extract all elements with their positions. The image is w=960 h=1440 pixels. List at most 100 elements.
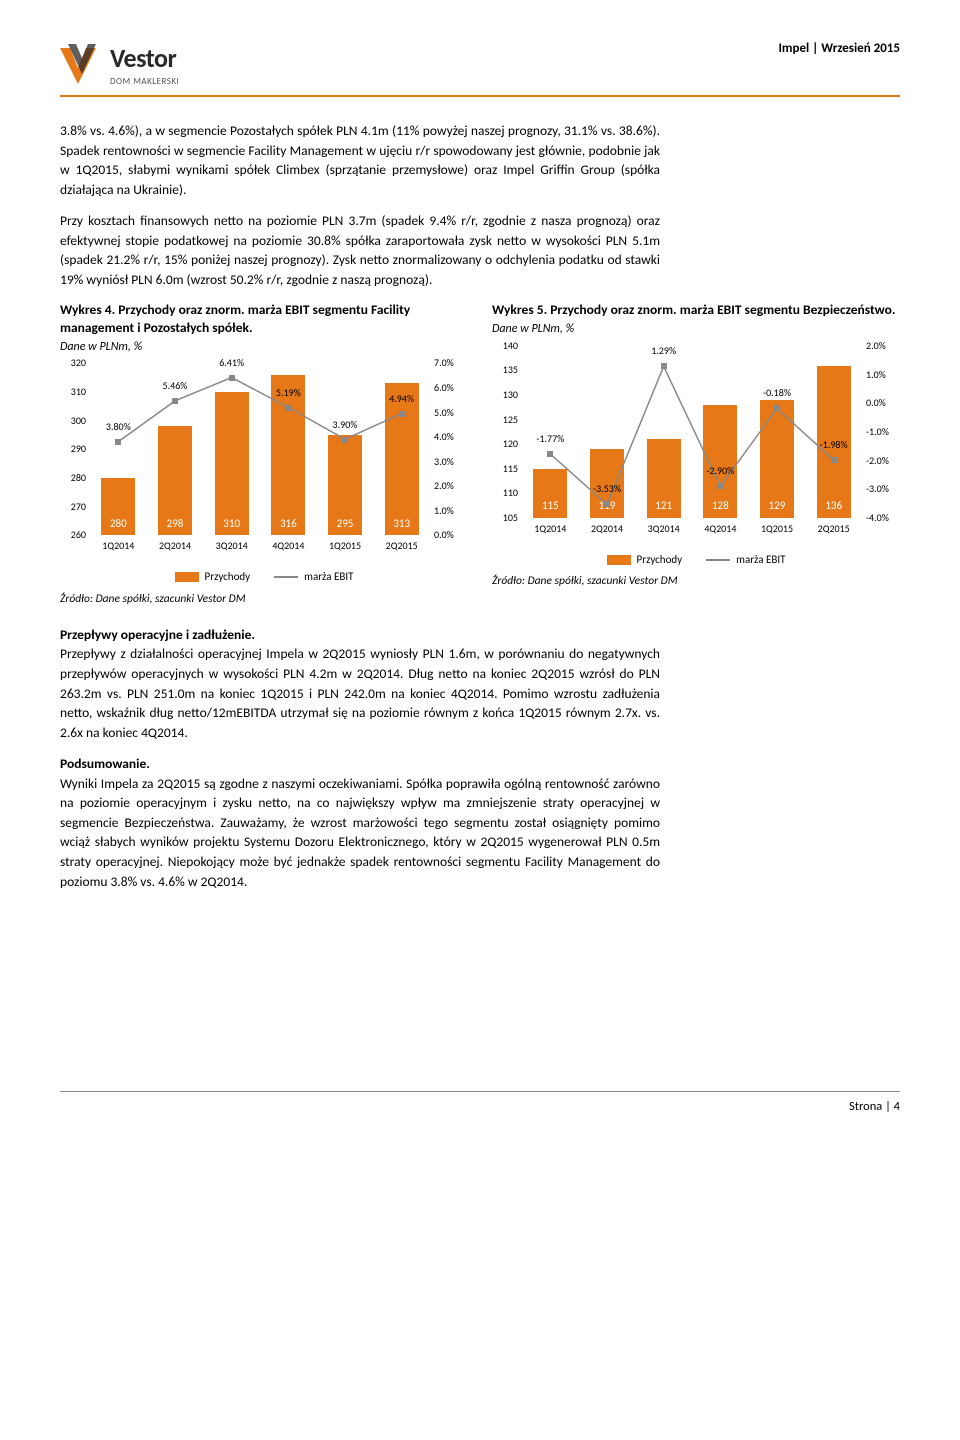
chart5-legend-line: marża EBIT (706, 552, 785, 567)
bar-wrap: 128 (692, 346, 749, 518)
page-footer: Strona | 4 (60, 1091, 900, 1116)
line-point (115, 439, 121, 445)
y2-tick: 4.0% (434, 430, 454, 444)
chart-4: Wykres 4. Przychody oraz znorm. marża EB… (60, 301, 468, 606)
y1-tick: 110 (503, 486, 518, 500)
y1-tick: 280 (71, 471, 86, 485)
bar-value: 280 (110, 516, 127, 531)
chart4-legend-bar: Przychody (175, 569, 251, 584)
chart5-y-left: 105110115120125130135140 (492, 346, 522, 518)
y1-tick: 135 (503, 363, 518, 377)
y1-tick: 105 (503, 511, 518, 525)
x-tick: 1Q2014 (522, 522, 579, 542)
line-point (172, 398, 178, 404)
bar: 115 (533, 469, 567, 518)
bar-wrap: 280 (90, 363, 147, 535)
x-tick: 3Q2014 (203, 539, 260, 559)
legend-line-swatch (274, 576, 298, 578)
chart4-legend-bar-label: Przychody (205, 569, 251, 584)
line-point (547, 451, 553, 457)
y1-tick: 320 (71, 356, 86, 370)
chart4-legend: Przychody marża EBIT (60, 569, 468, 584)
chart5-legend-bar-label: Przychody (637, 552, 683, 567)
line-label: -1.77% (536, 432, 564, 446)
page-number: Strona | 4 (849, 1098, 900, 1116)
line-label: 3.80% (106, 420, 131, 434)
x-tick: 1Q2014 (90, 539, 147, 559)
chart5-title: Wykres 5. Przychody oraz znorm. marża EB… (492, 301, 900, 319)
body-paragraphs-2: Przepływy operacyjne i zadłużenie.Przepł… (60, 625, 660, 891)
bar-value: 115 (542, 498, 559, 513)
legend-line-swatch (706, 559, 730, 561)
line-label: 1.29% (651, 344, 676, 358)
chart5-y-right: -4.0%-3.0%-2.0%-1.0%0.0%1.0%2.0% (862, 346, 900, 518)
x-tick: 3Q2014 (635, 522, 692, 542)
charts-row: Wykres 4. Przychody oraz znorm. marża EB… (60, 301, 900, 606)
legend-bar-swatch (175, 572, 199, 582)
line-point (399, 411, 405, 417)
para-1: 3.8% vs. 4.6%), a w segmencie Pozostałyc… (60, 121, 660, 199)
bar-wrap: 295 (317, 363, 374, 535)
x-tick: 2Q2015 (373, 539, 430, 559)
line-label: -2.90% (706, 464, 734, 478)
y1-tick: 260 (71, 528, 86, 542)
bar: 280 (101, 478, 135, 535)
y2-tick: 3.0% (434, 455, 454, 469)
chart4-legend-line: marża EBIT (274, 569, 353, 584)
line-label: -1.98% (820, 438, 848, 452)
bar-wrap: 136 (805, 346, 862, 518)
chart4-y-right: 0.0%1.0%2.0%3.0%4.0%5.0%6.0%7.0% (430, 363, 468, 535)
line-label: -0.18% (763, 386, 791, 400)
y1-tick: 310 (71, 385, 86, 399)
x-tick: 1Q2015 (749, 522, 806, 542)
x-tick: 2Q2014 (579, 522, 636, 542)
vestor-logo-text: Vestor DOM MAKLERSKI (110, 40, 179, 89)
bar-wrap: 310 (203, 363, 260, 535)
bar-value: 136 (825, 498, 842, 513)
line-point (717, 483, 723, 489)
chart4-y-left: 260270280290300310320 (60, 363, 90, 535)
y1-tick: 290 (71, 442, 86, 456)
y1-tick: 300 (71, 414, 86, 428)
para-2: Przy kosztach finansowych netto na pozio… (60, 211, 660, 289)
y2-tick: -4.0% (866, 511, 889, 525)
x-tick: 1Q2015 (317, 539, 374, 559)
para-3: Przepływy operacyjne i zadłużenie.Przepł… (60, 625, 660, 742)
bar-wrap: 313 (373, 363, 430, 535)
chart4-title: Wykres 4. Przychody oraz znorm. marża EB… (60, 301, 468, 336)
line-point (831, 457, 837, 463)
logo-brand: Vestor (110, 40, 179, 76)
chart5-legend-bar: Przychody (607, 552, 683, 567)
bar: 128 (703, 405, 737, 518)
line-label: -3.53% (593, 482, 621, 496)
y1-tick: 270 (71, 500, 86, 514)
vestor-logo: Vestor DOM MAKLERSKI (60, 40, 179, 89)
bar: 129 (760, 400, 794, 518)
header-doc-title: Impel | Wrzesień 2015 (778, 40, 900, 58)
line-point (604, 501, 610, 507)
y2-tick: -2.0% (866, 454, 889, 468)
chart4-source: Źródło: Dane spółki, szacunki Vestor DM (60, 591, 468, 607)
chart4-plot: 280298310316295313 3.80%5.46%6.41%5.19%3… (90, 363, 430, 535)
y1-tick: 140 (503, 339, 518, 353)
y2-tick: 2.0% (866, 339, 886, 353)
line-label: 6.41% (219, 356, 244, 370)
bar-value: 313 (393, 516, 410, 531)
line-label: 5.19% (276, 386, 301, 400)
y2-tick: 1.0% (866, 368, 886, 382)
chart5-source: Źródło: Dane spółki, szacunki Vestor DM (492, 573, 900, 589)
bar: 295 (328, 435, 362, 535)
y1-tick: 130 (503, 388, 518, 402)
line-point (774, 405, 780, 411)
y2-tick: 1.0% (434, 504, 454, 518)
y2-tick: 6.0% (434, 381, 454, 395)
y1-tick: 125 (503, 413, 518, 427)
bar-value: 121 (655, 498, 672, 513)
bar: 121 (647, 439, 681, 518)
chart5-bars: 115119121128129136 (522, 346, 862, 518)
bar-value: 316 (280, 516, 297, 531)
body-paragraphs: 3.8% vs. 4.6%), a w segmencie Pozostałyc… (60, 121, 660, 290)
y2-tick: 0.0% (866, 396, 886, 410)
bar-wrap: 129 (749, 346, 806, 518)
y2-tick: 2.0% (434, 479, 454, 493)
